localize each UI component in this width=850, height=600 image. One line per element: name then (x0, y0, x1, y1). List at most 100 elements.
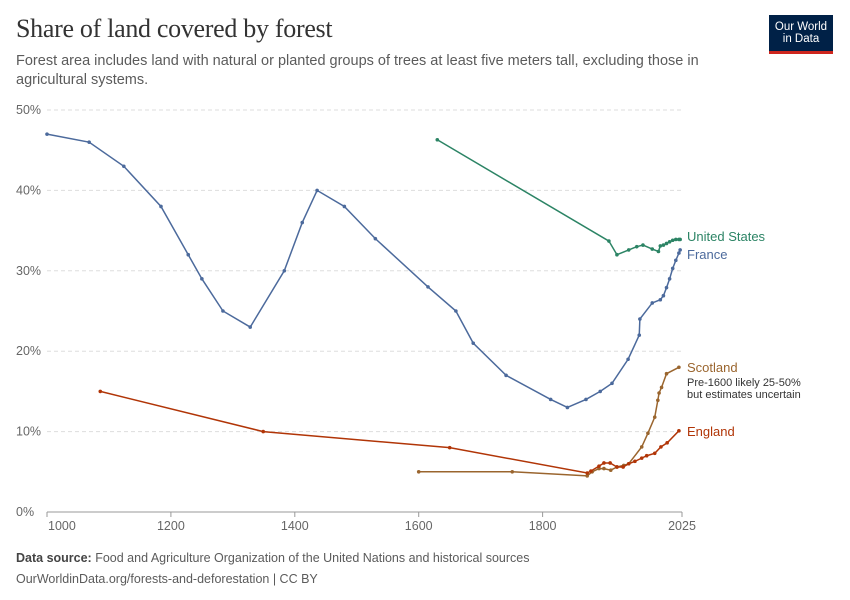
data-point (665, 441, 669, 445)
data-point (650, 301, 655, 305)
data-point (664, 285, 669, 290)
data-point (656, 398, 660, 403)
data-point (678, 248, 682, 252)
data-point (607, 239, 611, 243)
data-point (650, 247, 655, 251)
data-point (602, 461, 606, 465)
data-point (221, 309, 225, 313)
data-point (589, 469, 593, 473)
annotation-line: Pre-1600 likely 25-50% (687, 377, 801, 389)
y-tick-label: 20% (16, 344, 41, 358)
data-point (626, 461, 631, 466)
source-url[interactable]: OurWorldinData.org/forests-and-deforesta… (16, 572, 318, 586)
data-point (585, 474, 590, 478)
data-point (435, 137, 440, 142)
data-point (45, 132, 49, 136)
data-point (641, 243, 645, 247)
data-point (652, 451, 657, 456)
y-tick-label: 40% (16, 183, 41, 197)
data-point (426, 285, 430, 289)
data-point (664, 241, 669, 246)
data-point (510, 470, 515, 474)
x-tick-label: 1600 (405, 519, 433, 533)
data-point (98, 389, 103, 394)
data-point (659, 445, 663, 449)
data-point (677, 365, 681, 370)
owid-logo[interactable]: Our World in Data (769, 15, 833, 54)
data-point (300, 220, 305, 225)
data-point (584, 397, 588, 402)
data-point (608, 468, 613, 472)
data-point (656, 249, 661, 254)
data-point (621, 465, 625, 469)
data-point (670, 266, 675, 271)
x-tick-label: 2025 (668, 519, 696, 533)
chart-title: Share of land covered by forest (16, 14, 333, 43)
x-tick-label: 1800 (529, 519, 557, 533)
series-label: United States (687, 229, 766, 244)
data-point (416, 470, 421, 474)
data-point (610, 381, 614, 386)
data-point (639, 445, 644, 449)
data-point (659, 385, 664, 390)
data-point (282, 269, 287, 273)
data-point (667, 240, 672, 244)
data-point (639, 456, 644, 460)
series-label: France (687, 247, 727, 262)
data-point (658, 297, 663, 302)
x-tick-label: 1400 (281, 519, 309, 533)
data-point (615, 465, 619, 469)
series-line-united-states (436, 139, 681, 256)
data-point (602, 466, 606, 471)
y-tick-label: 10% (16, 425, 41, 439)
annotation-line: but estimates uncertain (687, 389, 801, 401)
chart-subtitle: Forest area includes land with natural o… (16, 53, 699, 88)
data-point (638, 317, 642, 321)
data-point (626, 248, 631, 252)
series-line-england (100, 390, 680, 474)
data-point (667, 277, 672, 281)
scotland-annotation: Pre-1600 likely 25-50% but estimates unce… (687, 377, 801, 401)
data-point (598, 389, 603, 394)
data-point (674, 258, 678, 263)
data-point (677, 251, 681, 255)
data-point (674, 237, 678, 242)
data-point (637, 333, 642, 337)
data-point (122, 164, 126, 169)
data-point (315, 188, 319, 193)
data-point (373, 236, 378, 241)
data-point (447, 445, 452, 450)
y-tick-label: 50% (16, 103, 41, 117)
data-point (186, 252, 191, 257)
data-point (644, 453, 649, 458)
series-label: England (687, 424, 735, 439)
data-point (664, 371, 669, 376)
data-point (633, 459, 637, 464)
data-point (159, 204, 163, 209)
series-line-france (46, 133, 681, 409)
data-point (200, 277, 204, 281)
data-point (342, 204, 347, 209)
x-tick-label: 1000 (48, 519, 76, 533)
data-point (670, 238, 675, 243)
source-text: Food and Agriculture Organization of the… (95, 551, 530, 565)
data-point (565, 405, 570, 410)
data-point (454, 309, 458, 313)
data-point (661, 243, 666, 247)
data-point (652, 415, 657, 419)
data-point (87, 140, 91, 144)
footer: Data source: Food and Agriculture Organi… (16, 548, 530, 590)
data-point (626, 357, 630, 362)
source-label: Data source: (16, 551, 92, 565)
data-point (677, 428, 681, 433)
series-label: Scotland (687, 360, 738, 375)
data-point (615, 252, 619, 257)
data-point (261, 429, 266, 434)
data-point (597, 464, 601, 468)
y-tick-label: 0% (16, 505, 34, 519)
data-point (658, 244, 663, 248)
data-point (657, 391, 661, 395)
x-tick-label: 1200 (157, 519, 185, 533)
